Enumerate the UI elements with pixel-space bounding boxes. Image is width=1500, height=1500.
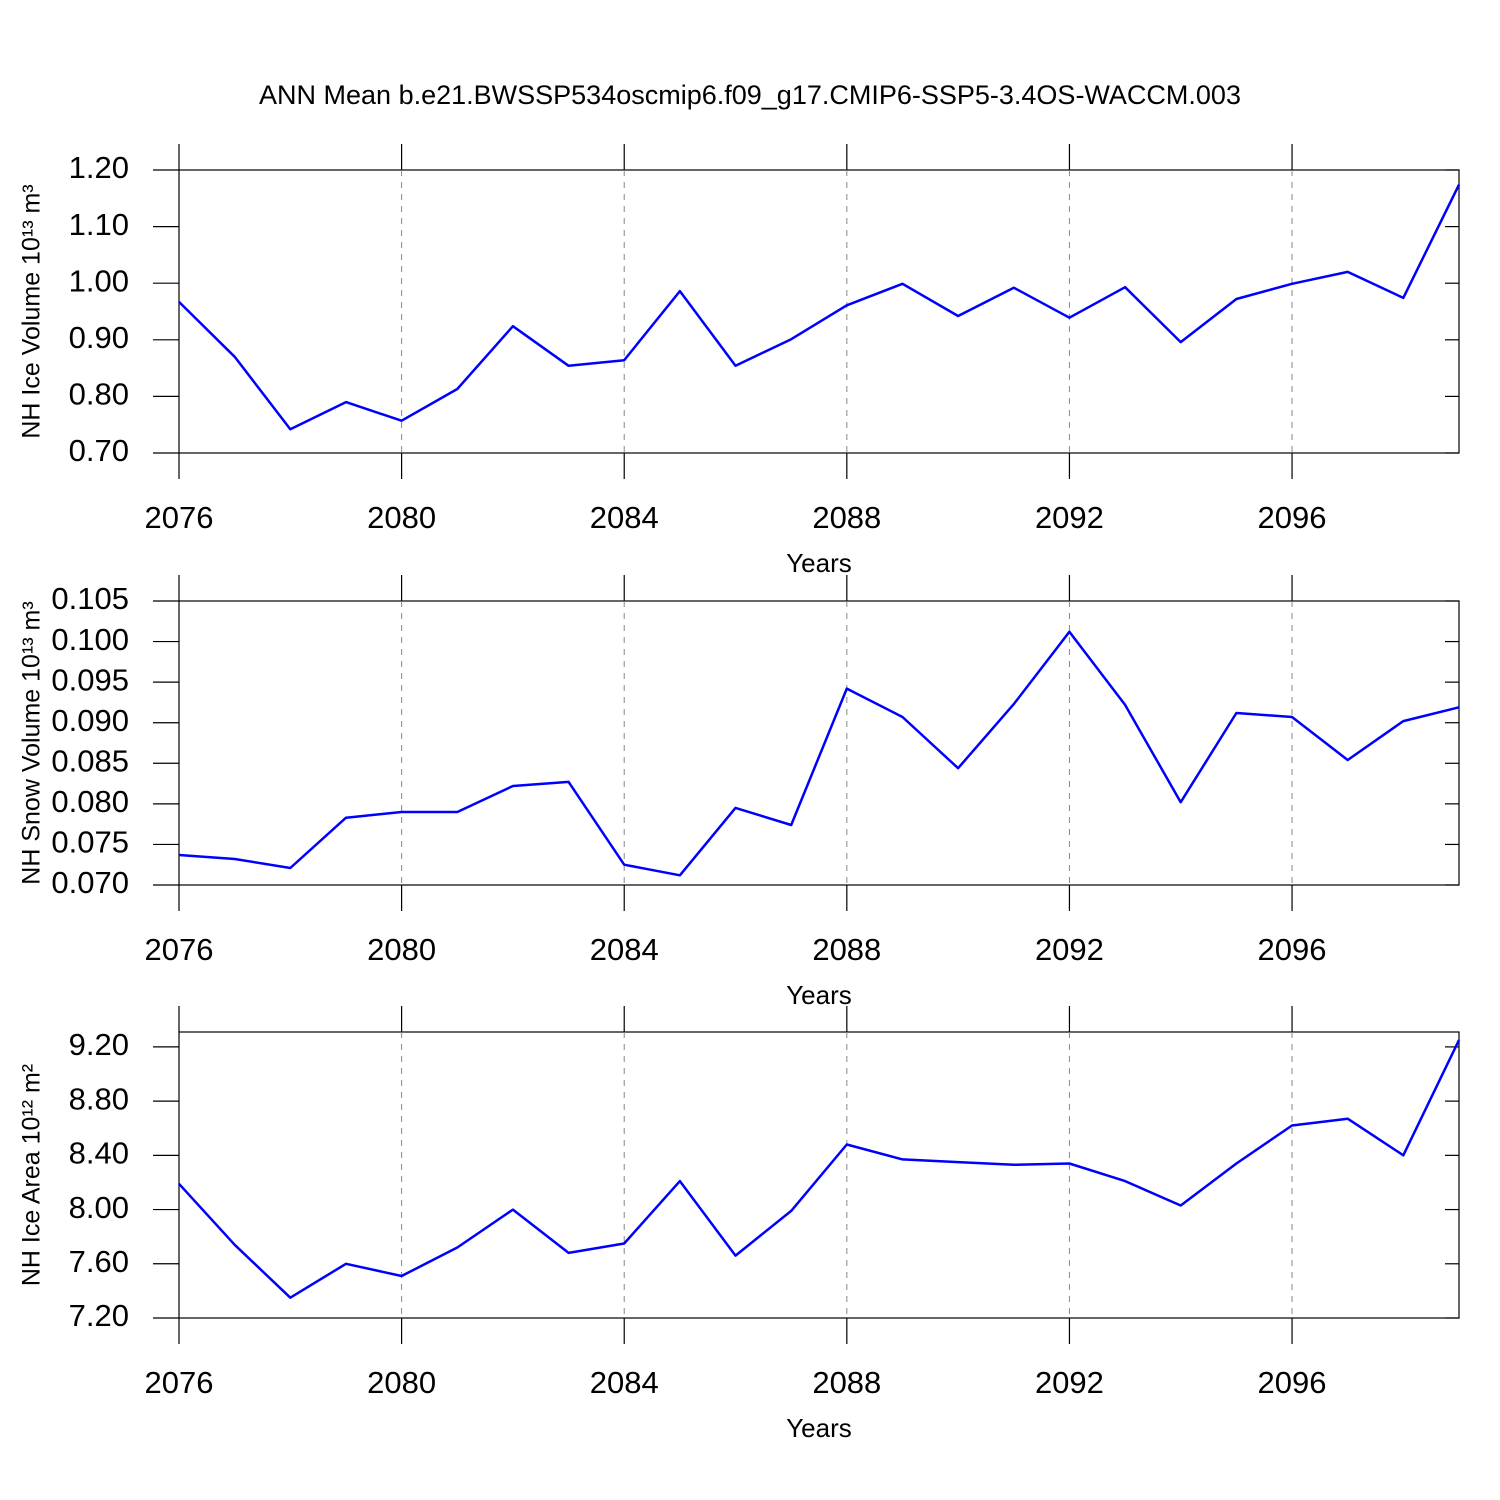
y-tick-label: 1.20 bbox=[69, 150, 129, 185]
y-tick-label: 8.40 bbox=[69, 1136, 129, 1171]
y-tick-label: 0.90 bbox=[69, 320, 129, 355]
x-tick-label: 2092 bbox=[1035, 1365, 1104, 1400]
plot-frame bbox=[178, 600, 1460, 886]
y-tick-label: 0.075 bbox=[51, 825, 129, 860]
y-tick-label: 0.105 bbox=[51, 581, 129, 616]
x-axis-title: Years bbox=[786, 548, 852, 578]
x-tick-label: 2088 bbox=[812, 1365, 881, 1400]
chart-title: ANN Mean b.e21.BWSSP534oscmip6.f09_g17.C… bbox=[259, 80, 1241, 110]
y-tick-label: 0.095 bbox=[51, 662, 129, 697]
x-tick-label: 2092 bbox=[1035, 932, 1104, 967]
data-line bbox=[178, 630, 1460, 877]
y-tick-label: 1.10 bbox=[69, 207, 129, 242]
x-tick-label: 2084 bbox=[590, 500, 659, 535]
y-tick-label: 7.60 bbox=[69, 1244, 129, 1279]
y-tick-label: 0.70 bbox=[69, 433, 129, 468]
y-axis-title: NH Snow Volume 10¹³ m³ bbox=[18, 601, 46, 884]
y-tick-label: 0.085 bbox=[51, 743, 129, 778]
y-tick-label: 1.00 bbox=[69, 263, 129, 298]
x-axis-title: Years bbox=[786, 980, 852, 1010]
y-tick-label: 9.20 bbox=[69, 1027, 129, 1062]
y-tick-label: 8.80 bbox=[69, 1081, 129, 1116]
x-tick-label: 2080 bbox=[367, 1365, 436, 1400]
plot-frame bbox=[178, 1031, 1460, 1319]
x-tick-label: 2096 bbox=[1258, 932, 1327, 967]
data-line bbox=[178, 184, 1461, 431]
x-tick-label: 2088 bbox=[812, 932, 881, 967]
y-tick-label: 0.090 bbox=[51, 703, 129, 738]
x-tick-label: 2084 bbox=[590, 932, 659, 967]
x-tick-label: 2096 bbox=[1258, 500, 1327, 535]
y-tick-label: 8.00 bbox=[69, 1190, 129, 1225]
y-axis-title: NH Ice Volume 10¹³ m³ bbox=[18, 184, 46, 438]
x-tick-label: 2080 bbox=[367, 932, 436, 967]
plot-frame bbox=[178, 169, 1460, 454]
x-tick-label: 2076 bbox=[145, 932, 214, 967]
x-axis-title: Years bbox=[786, 1413, 852, 1443]
y-tick-label: 0.80 bbox=[69, 377, 129, 412]
y-tick-label: 7.20 bbox=[69, 1298, 129, 1333]
y-tick-label: 0.100 bbox=[51, 622, 129, 657]
y-tick-label: 0.080 bbox=[51, 784, 129, 819]
y-axis-title: NH Ice Area 10¹² m² bbox=[18, 1064, 46, 1286]
x-tick-label: 2088 bbox=[812, 500, 881, 535]
x-tick-label: 2084 bbox=[590, 1365, 659, 1400]
x-tick-label: 2092 bbox=[1035, 500, 1104, 535]
y-tick-label: 0.070 bbox=[51, 865, 129, 900]
x-tick-label: 2080 bbox=[367, 500, 436, 535]
x-tick-label: 2076 bbox=[145, 1365, 214, 1400]
x-tick-label: 2096 bbox=[1258, 1365, 1327, 1400]
x-tick-label: 2076 bbox=[145, 500, 214, 535]
data-line bbox=[178, 1039, 1461, 1299]
